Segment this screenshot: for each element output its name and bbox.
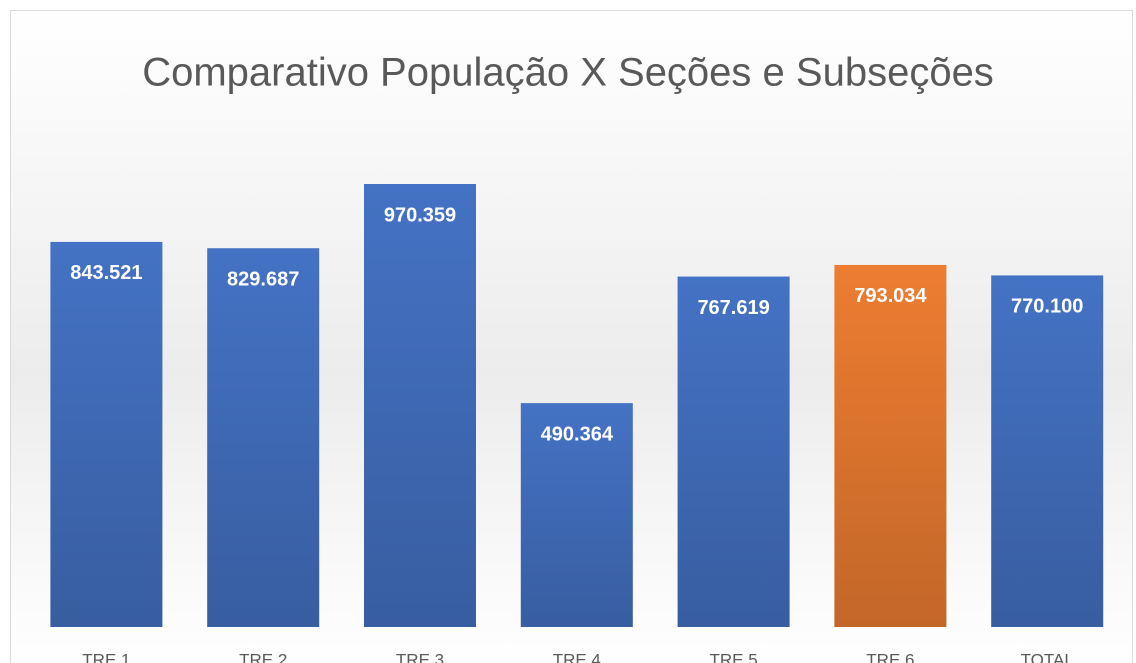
bar xyxy=(50,241,163,627)
x-tick-label: TRE 5 xyxy=(710,650,758,663)
bar xyxy=(364,184,476,627)
bar xyxy=(834,264,947,627)
x-tick-label: TRE 6 xyxy=(866,650,914,663)
x-tick-label: TRE 3 xyxy=(396,650,444,663)
data-label: 829.687 xyxy=(227,269,299,291)
data-label: 767.619 xyxy=(697,297,769,319)
x-tick-label: TOTAL xyxy=(1021,650,1074,663)
bar xyxy=(207,248,320,627)
x-tick-label: TRE 2 xyxy=(239,650,287,663)
bar xyxy=(991,275,1104,627)
x-tick-label: TRE 1 xyxy=(82,650,130,663)
data-label: 770.100 xyxy=(1011,296,1083,318)
data-label: 970.359 xyxy=(384,204,456,226)
data-label: 490.364 xyxy=(541,423,614,445)
x-tick-label: TRE 4 xyxy=(553,650,601,663)
bar xyxy=(677,276,790,627)
data-label: 843.521 xyxy=(70,262,142,284)
data-label: 793.034 xyxy=(854,285,927,307)
chart-title: Comparativo População X Seções e Subseçõ… xyxy=(142,51,994,95)
